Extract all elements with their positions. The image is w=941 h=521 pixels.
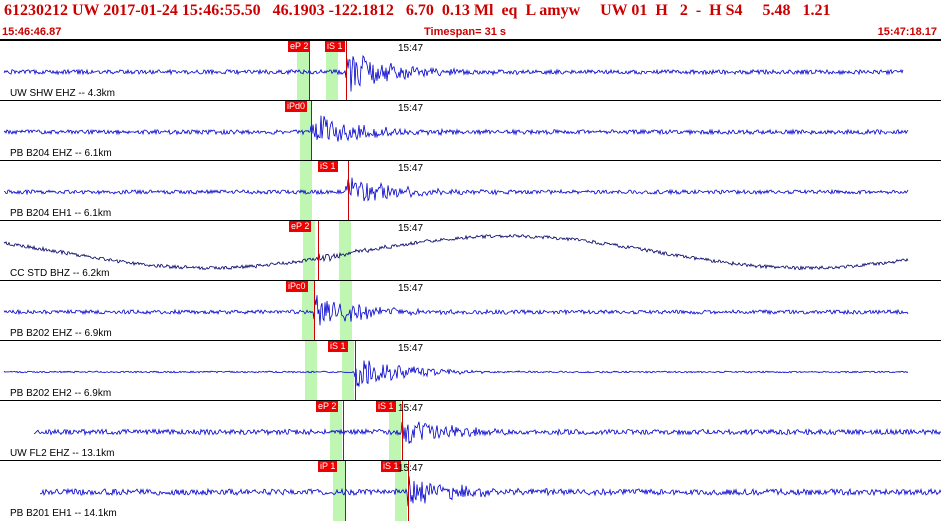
waveform-trace [3,360,909,387]
phase-pick-flag[interactable]: iP 1 [318,461,338,472]
phase-pick-flag[interactable]: iPd0 [285,101,308,112]
phase-pick-flag[interactable]: iS 1 [325,41,345,52]
pick-marker-line[interactable] [314,281,315,341]
timespan-label: Timespan= 31 s [424,26,507,38]
phase-pick-flag[interactable]: iS 1 [328,341,348,352]
pick-window-band [305,341,317,401]
pick-window-band [297,41,309,101]
waveform [3,234,909,271]
phase-pick-flag[interactable]: eP 2 [288,41,311,52]
pick-window-band [339,221,351,281]
channel-label: UW FL2 EHZ -- 13.1km [10,448,115,459]
phase-pick-flag[interactable]: eP 2 [316,401,339,412]
pick-window-band [342,341,354,401]
trace-panel[interactable]: iPd0 15:47 PB B204 EHZ -- 6.1km [0,100,941,161]
minute-tick-label: 15:47 [398,103,424,114]
waveform-trace [39,476,941,507]
trace-panel[interactable]: iP 1 iS 1 15:47 PB B201 EH1 -- 14.1km [0,460,941,521]
channel-label: CC STD BHZ -- 6.2km [10,268,110,279]
waveform-trace [3,54,904,92]
trace-panel[interactable]: eP 2 iS 1 15:47 UW FL2 EHZ -- 13.1km [0,400,941,461]
trace-panel[interactable]: eP 2 iS 1 15:47 UW SHW EHZ -- 4.3km [0,40,941,101]
pick-marker-line[interactable] [402,401,403,461]
trace-panel[interactable]: eP 2 15:47 CC STD BHZ -- 6.2km [0,220,941,281]
minute-tick-label: 15:47 [398,163,424,174]
event-summary-line: 61230212 UW 2017-01-24 15:46:55.50 46.19… [4,2,831,19]
phase-pick-flag[interactable]: iS 1 [381,461,401,472]
waveform-trace [3,234,909,271]
minute-tick-label: 15:47 [398,463,424,474]
waveform-trace [4,177,909,202]
channel-label: PB B202 EHZ -- 6.9km [10,328,112,339]
trace-panel[interactable]: iS 1 15:47 PB B202 EH2 -- 6.9km [0,340,941,401]
waveform [3,360,909,387]
waveform [3,115,909,142]
phase-pick-flag[interactable]: iS 1 [376,401,396,412]
waveform-trace [33,421,941,444]
minute-tick-label: 15:47 [398,43,424,54]
seismogram-panels[interactable]: eP 2 iS 1 15:47 UW SHW EHZ -- 4.3km iPd0 15:4… [0,40,941,521]
pick-window-band [395,461,407,521]
channel-label: UW SHW EHZ -- 4.3km [10,88,115,99]
pick-marker-line[interactable] [311,101,312,161]
minute-tick-label: 15:47 [398,403,424,414]
pick-window-band [303,221,315,281]
minute-tick-label: 15:47 [398,283,424,294]
minute-tick-label: 15:47 [398,343,424,354]
waveform [3,54,904,92]
pick-window-band [340,281,352,341]
phase-pick-flag[interactable]: eP 2 [289,221,312,232]
pick-window-band [326,41,338,101]
pick-marker-line[interactable] [348,161,349,221]
pick-marker-line[interactable] [318,221,319,281]
waveform [33,421,941,444]
waveform [4,177,909,202]
waveform-trace [3,295,909,326]
phase-pick-flag[interactable]: iS 1 [318,161,338,172]
pick-window-band [300,161,312,221]
pick-window-band [302,281,314,341]
channel-label: PB B201 EH1 -- 14.1km [10,508,117,519]
trace-panel[interactable]: iS 1 15:47 PB B204 EH1 -- 6.1km [0,160,941,221]
pick-marker-line[interactable] [346,41,347,101]
channel-label: PB B204 EHZ -- 6.1km [10,148,112,159]
pick-marker-line[interactable] [309,41,310,101]
pick-marker-line[interactable] [408,461,409,521]
waveform [39,476,941,507]
channel-label: PB B204 EH1 -- 6.1km [10,208,112,219]
pick-marker-line[interactable] [343,401,344,461]
minute-tick-label: 15:47 [398,223,424,234]
channel-label: PB B202 EH2 -- 6.9km [10,388,112,399]
trace-panel[interactable]: iPc0 15:47 PB B202 EHZ -- 6.9km [0,280,941,341]
pick-marker-line[interactable] [355,341,356,401]
end-time: 15:47:18.17 [877,26,937,38]
event-header: 61230212 UW 2017-01-24 15:46:55.50 46.19… [0,0,941,40]
waveform [3,295,909,326]
header-divider [0,39,941,40]
pick-marker-line[interactable] [345,461,346,521]
start-time: 15:46:46.87 [2,26,62,38]
pick-window-band [333,461,345,521]
waveform-trace [3,115,909,142]
phase-pick-flag[interactable]: iPc0 [286,281,308,292]
pick-window-band [389,401,401,461]
